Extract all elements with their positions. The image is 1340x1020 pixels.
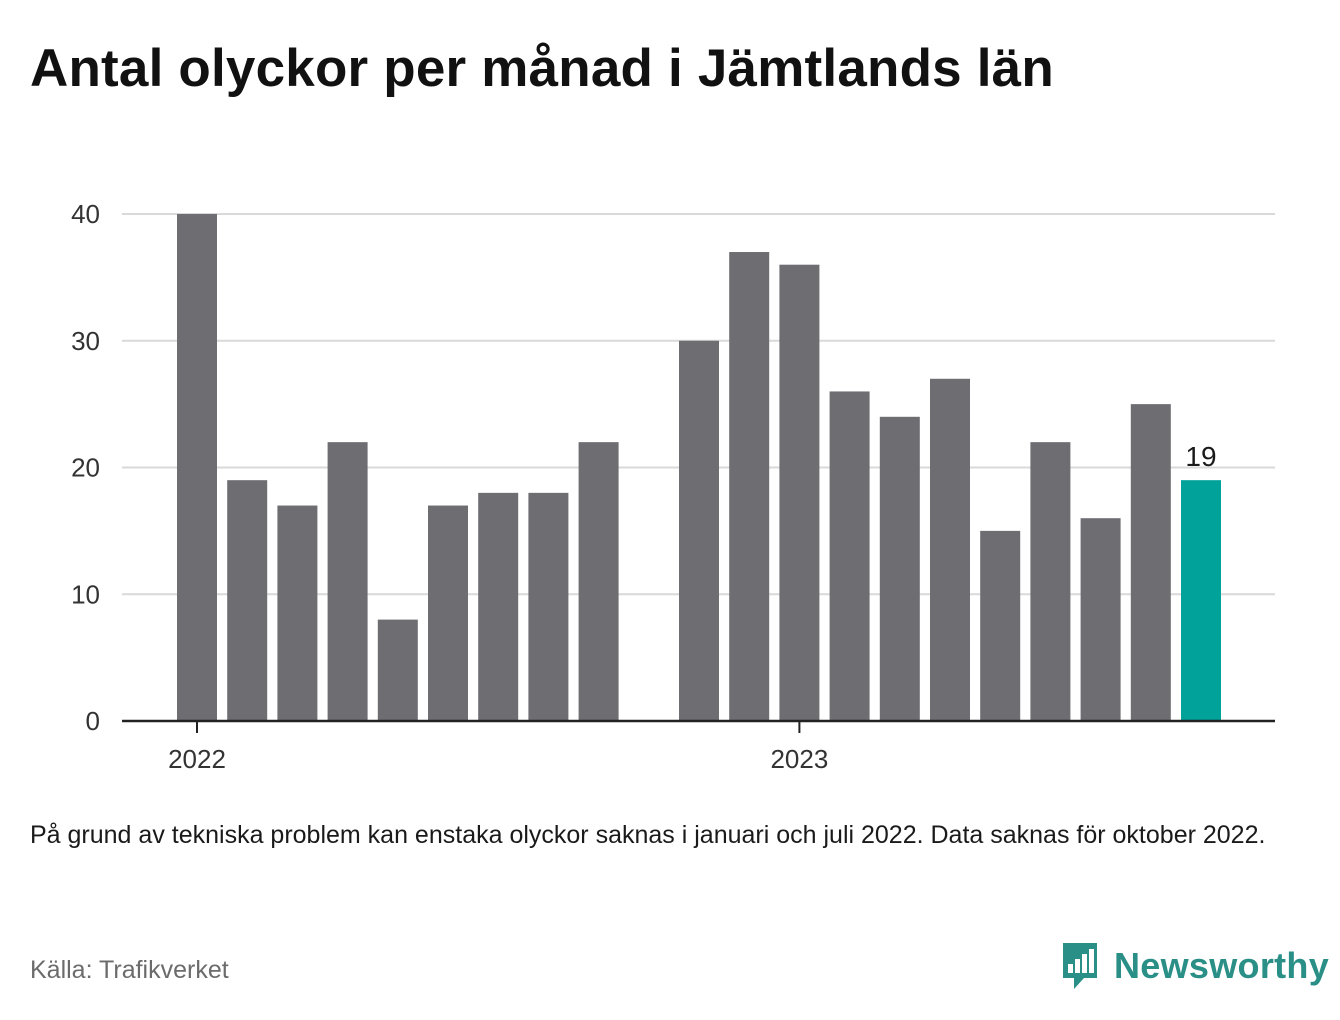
bar: [679, 340, 719, 721]
bar: [1130, 404, 1171, 721]
bar: [227, 480, 268, 721]
chart-title: Antal olyckor per månad i Jämtlands län: [30, 39, 1054, 98]
bar-chart: 0 10 20 30 40 2022 2023 19: [71, 199, 1275, 774]
y-tick-label: 20: [71, 453, 100, 483]
newsworthy-logo[interactable]: Newsworthy: [1060, 940, 1329, 992]
bar: [528, 492, 569, 721]
brand-name: Newsworthy: [1114, 945, 1330, 986]
bar: [578, 442, 619, 721]
bar: [930, 378, 970, 721]
y-tick-label: 10: [71, 579, 100, 609]
data-labels: 19: [1185, 441, 1216, 472]
bar: [879, 416, 920, 721]
bar: [277, 505, 318, 721]
bars: [177, 214, 1221, 721]
x-axis-ticks: 2022 2023: [168, 721, 828, 774]
bar: [980, 530, 1021, 721]
x-tick-label: 2022: [168, 744, 226, 774]
bar: [428, 505, 468, 721]
bar: [729, 252, 770, 721]
y-tick-label: 0: [86, 706, 100, 736]
y-axis-ticks: 0 10 20 30 40: [71, 199, 100, 736]
y-tick-label: 40: [71, 199, 100, 229]
bar: [1030, 442, 1071, 721]
bar: [377, 619, 418, 721]
bar: [829, 391, 870, 721]
bar-chart-logo-icon: [1063, 943, 1097, 989]
bar: [177, 214, 217, 721]
y-tick-label: 30: [71, 326, 100, 356]
bar-highlight: [1181, 480, 1221, 721]
bar: [478, 492, 519, 721]
highlight-value-label: 19: [1185, 441, 1216, 472]
bar: [779, 264, 820, 721]
x-tick-label: 2023: [770, 744, 828, 774]
chart-note: På grund av tekniska problem kan enstaka…: [30, 821, 1266, 849]
bar: [327, 442, 368, 721]
source-label: Källa: Trafikverket: [30, 956, 229, 984]
bar: [1080, 518, 1121, 721]
